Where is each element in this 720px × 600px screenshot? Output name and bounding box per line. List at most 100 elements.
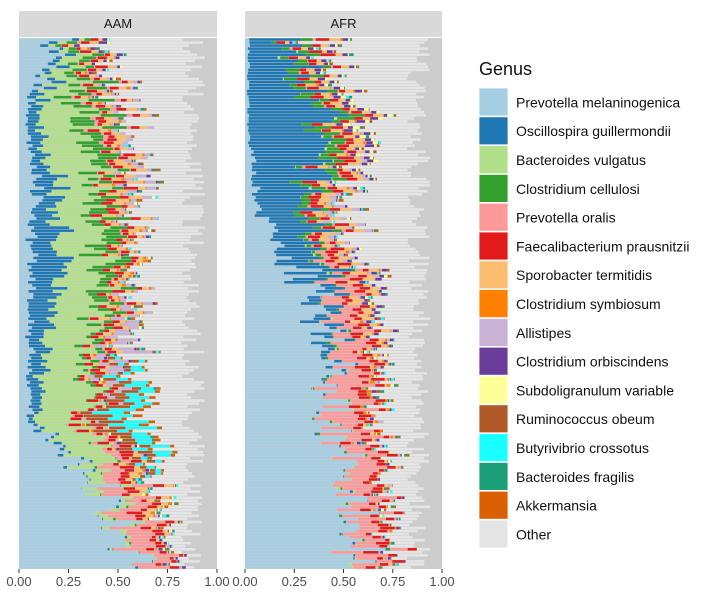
bar-segment-oscillospira-guillermondii — [29, 344, 46, 348]
bar-segment-clostridium-orbiscindens — [177, 520, 180, 524]
bar-segment-clostridium-orbiscindens — [374, 332, 378, 336]
bar-segment-other — [387, 359, 422, 363]
bar-segment-oscillospira-guillermondii — [27, 129, 35, 132]
bar-segment-prevotella-oralis — [108, 299, 112, 302]
bar-segment-prevotella-melaninogenica — [245, 551, 330, 554]
bar-segment-bacteroides-vulgatus — [41, 402, 106, 405]
bar-segment-akkermansia — [295, 41, 299, 44]
bar-segment-faecalibacterium-prausnitzii — [388, 554, 398, 557]
bar-segment-other — [96, 71, 186, 75]
bar-segment-oscillospira-guillermondii — [29, 274, 65, 278]
bar-segment-clostridium-cellulosi — [94, 396, 96, 399]
bar-segment-clostridium-orbiscindens — [365, 174, 368, 178]
legend-item-faecalibacterium-prausnitzii: Faecalibacterium prausnitzii — [478, 231, 690, 261]
bar-segment-clostridium-orbiscindens — [102, 68, 106, 72]
bar-segment-prevotella-oralis — [92, 432, 97, 436]
sample-bar — [19, 390, 195, 393]
bar-segment-sporobacter-termitidis — [129, 456, 132, 460]
bar-segment-clostridium-cellulosi — [83, 368, 89, 372]
bar-segment-oscillospira-guillermondii — [330, 311, 342, 314]
bar-segment-clostridium-symbiosum — [348, 265, 350, 269]
bar-segment-allistipes — [127, 247, 130, 251]
bar-segment-bacteroides-fragilis — [349, 95, 353, 99]
bar-segment-clostridium-cellulosi — [293, 86, 306, 90]
bar-segment-clostridium-symbiosum — [366, 326, 368, 330]
bar-segment-bacteroides-fragilis — [376, 493, 378, 496]
sample-bar — [245, 120, 408, 123]
bar-segment-allistipes — [125, 202, 135, 205]
bar-segment-akkermansia — [357, 65, 360, 69]
bar-segment-clostridium-cellulosi — [87, 177, 99, 181]
bar-segment-faecalibacterium-prausnitzii — [374, 362, 386, 366]
sample-bar — [245, 217, 418, 220]
bar-segment-subdoligranulum-variable — [332, 50, 334, 53]
bar-segment-other — [131, 296, 187, 299]
bar-segment-ruminococcus-obeum — [94, 95, 96, 99]
bar-segment-clostridium-orbiscindens — [319, 83, 325, 87]
bar-segment-prevotella-melaninogenica — [19, 450, 69, 454]
bar-segment-ruminococcus-obeum — [131, 387, 142, 390]
bar-segment-other — [369, 108, 421, 111]
bar-segment-ruminococcus-obeum — [94, 375, 103, 378]
bar-segment-prevotella-melaninogenica — [245, 105, 250, 108]
bar-segment-clostridium-cellulosi — [289, 83, 297, 87]
bar-segment-clostridium-cellulosi — [297, 235, 306, 239]
bar-segment-prevotella-melaninogenica — [19, 414, 27, 418]
bar-segment-bacteroides-vulgatus — [124, 502, 136, 506]
bar-segment-clostridium-orbiscindens — [113, 123, 116, 126]
bar-segment-clostridium-orbiscindens — [336, 199, 338, 202]
bar-segment-faecalibacterium-prausnitzii — [362, 268, 369, 272]
sample-bar — [19, 341, 182, 345]
bar-segment-sporobacter-termitidis — [81, 417, 84, 421]
bar-segment-faecalibacterium-prausnitzii — [365, 447, 372, 451]
bar-segment-prevotella-melaninogenica — [245, 393, 324, 396]
bar-segment-other — [378, 493, 416, 496]
bar-segment-faecalibacterium-prausnitzii — [379, 469, 384, 472]
bar-segment-oscillospira-guillermondii — [36, 217, 60, 220]
bar-segment-prevotella-melaninogenica — [19, 56, 57, 59]
legend-key — [478, 260, 509, 290]
sample-bar — [19, 68, 191, 72]
sample-bar — [245, 505, 430, 509]
bar-segment-prevotella-oralis — [315, 250, 326, 254]
bar-segment-clostridium-symbiosum — [360, 320, 364, 323]
bar-segment-akkermansia — [345, 253, 349, 257]
bar-segment-prevotella-melaninogenica — [245, 338, 345, 342]
bar-segment-sporobacter-termitidis — [107, 396, 109, 399]
bar-segment-faecalibacterium-prausnitzii — [335, 162, 349, 166]
bar-segment-ruminococcus-obeum — [123, 402, 135, 405]
bar-segment-clostridium-cellulosi — [288, 71, 299, 75]
bar-segment-faecalibacterium-prausnitzii — [320, 217, 330, 220]
bar-segment-prevotella-oralis — [77, 41, 82, 44]
bar-segment-prevotella-oralis — [126, 538, 150, 542]
bar-segment-sporobacter-termitidis — [350, 171, 357, 175]
bar-segment-prevotella-oralis — [323, 256, 331, 260]
bar-segment-clostridium-orbiscindens — [362, 189, 366, 193]
bar-segment-prevotella-melaninogenica — [245, 205, 260, 208]
bar-segment-clostridium-symbiosum — [373, 508, 376, 512]
sample-bar — [19, 165, 190, 169]
bar-segment-clostridium-cellulosi — [281, 47, 290, 50]
bar-segment-faecalibacterium-prausnitzii — [358, 414, 372, 418]
bar-segment-prevotella-melaninogenica — [19, 378, 27, 381]
bar-segment-akkermansia — [141, 399, 146, 402]
bar-segment-allistipes — [370, 493, 372, 496]
bar-segment-bacteroides-vulgatus — [57, 311, 113, 314]
bar-segment-subdoligranulum-variable — [380, 508, 385, 512]
bar-segment-sporobacter-termitidis — [373, 420, 375, 424]
bar-segment-prevotella-melaninogenica — [245, 147, 252, 151]
bar-segment-prevotella-melaninogenica — [19, 560, 153, 563]
bar-segment-faecalibacterium-prausnitzii — [126, 262, 134, 266]
bar-segment-allistipes — [365, 141, 367, 144]
bar-segment-other — [142, 478, 188, 481]
sample-bar — [245, 126, 421, 129]
bar-segment-prevotella-melaninogenica — [19, 117, 28, 120]
bar-segment-faecalibacterium-prausnitzii — [327, 186, 338, 190]
bar-segment-allistipes — [105, 381, 120, 384]
bar-segment-other — [340, 244, 411, 248]
bar-segment-bacteroides-fragilis — [349, 53, 354, 56]
bar-segment-bacteroides-fragilis — [141, 262, 143, 266]
bar-segment-other — [145, 165, 190, 169]
bar-segment-sporobacter-termitidis — [155, 535, 158, 539]
bar-segment-bacteroides-fragilis — [93, 71, 95, 75]
